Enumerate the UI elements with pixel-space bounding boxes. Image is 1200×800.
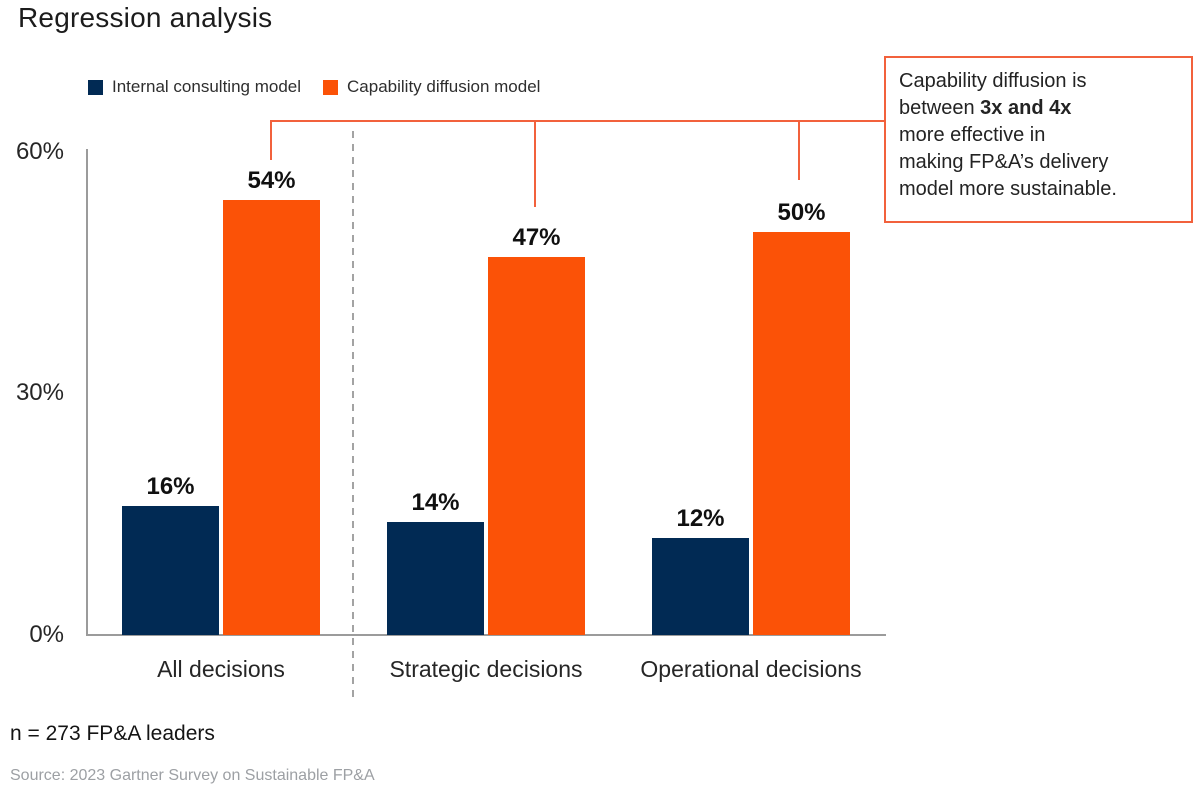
bar-value-label: 14%: [411, 489, 460, 516]
category-label-operational-decisions: Operational decisions: [640, 656, 862, 682]
category-divider-dashed: [352, 131, 354, 700]
legend-swatch-icon: [323, 79, 339, 95]
bar-value-label: 12%: [676, 505, 725, 532]
category-label-all-decisions: All decisions: [157, 656, 285, 682]
bar-internal-consulting-model-all-decisions: [122, 506, 219, 635]
bar-internal-consulting-model-operational-decisions: [652, 538, 749, 635]
source-note: Source: 2023 Gartner Survey on Sustainab…: [10, 767, 375, 784]
chart-title: Regression analysis: [18, 2, 273, 33]
y-axis-label: 30%: [15, 379, 64, 406]
legend: Internal consulting model Capability diff…: [88, 77, 540, 97]
legend-item-capability-diffusion-model: Capability diffusion model: [323, 77, 540, 97]
callout-line: between 3x and 4x: [899, 95, 1178, 122]
y-axis-line: [86, 149, 88, 636]
bar-value-label: 47%: [512, 224, 561, 251]
callout-line: more effective in: [899, 122, 1178, 149]
callout-line: Capability diffusion is: [899, 68, 1178, 95]
bar-value-label: 50%: [777, 199, 826, 226]
bar-capability-diffusion-model-strategic-decisions: [488, 257, 585, 635]
legend-item-internal-consulting-model: Internal consulting model: [88, 77, 301, 97]
callout-box: Capability diffusion is between 3x and 4x…: [884, 56, 1193, 223]
y-axis-label: 60%: [15, 138, 64, 165]
legend-swatch-icon: [88, 79, 103, 95]
callout-text: model more sustainable.: [899, 178, 1117, 200]
callout-text: making FP&A’s delivery: [899, 151, 1109, 173]
bar-capability-diffusion-model-all-decisions: [223, 200, 320, 635]
callout-text: between: [899, 97, 981, 119]
callout-connector-drop: [798, 120, 800, 180]
bar-value-label: 16%: [146, 473, 195, 500]
callout-text: Capability diffusion is: [899, 70, 1087, 92]
bar-value-label: 54%: [247, 167, 296, 194]
callout-line: making FP&A’s delivery: [899, 149, 1178, 176]
legend-label: Internal consulting model: [112, 77, 302, 96]
callout-connector-drop: [270, 120, 272, 160]
callout-line: model more sustainable.: [899, 176, 1178, 203]
y-axis-label: 0%: [29, 621, 64, 648]
x-axis-line: [86, 634, 886, 636]
bar-internal-consulting-model-strategic-decisions: [387, 522, 484, 635]
callout-text: more effective in: [899, 124, 1046, 146]
callout-connector-horizontal: [271, 120, 884, 122]
callout-text-bold: 3x and 4x: [980, 97, 1072, 119]
bar-capability-diffusion-model-operational-decisions: [753, 232, 850, 635]
sample-size-note: n = 273 FP&A leaders: [10, 722, 215, 745]
category-label-strategic-decisions: Strategic decisions: [389, 656, 583, 682]
callout-connector-drop: [534, 120, 536, 207]
legend-label: Capability diffusion model: [347, 77, 541, 96]
